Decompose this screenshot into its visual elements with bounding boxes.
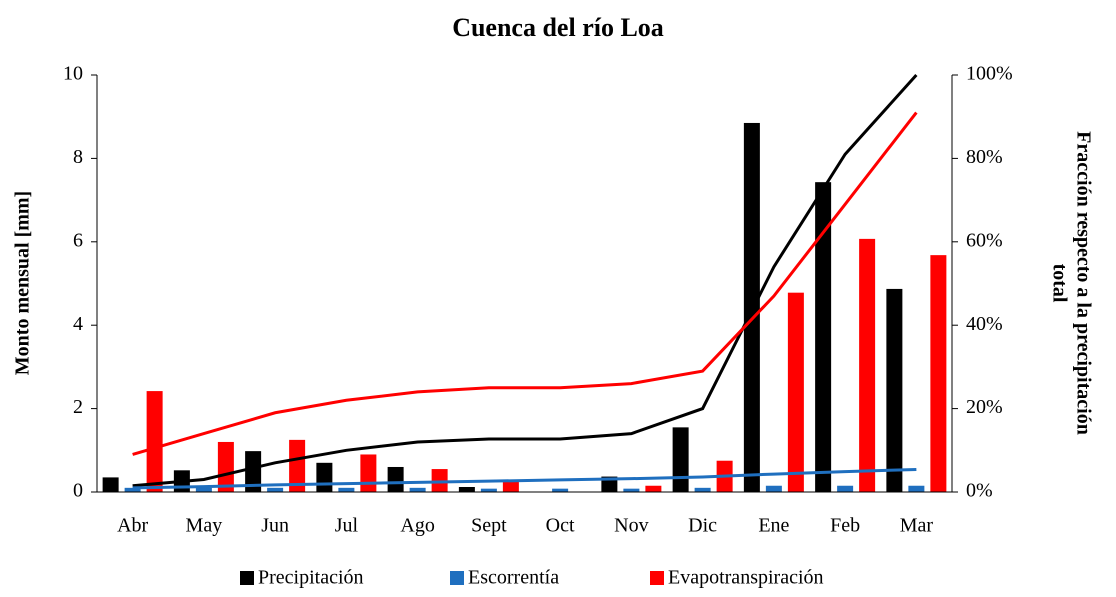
bar (502, 481, 519, 492)
bar (409, 487, 426, 492)
legend-swatch (240, 571, 254, 585)
bar (360, 454, 377, 492)
bar (338, 487, 355, 492)
legend-label: Escorrentía (468, 567, 559, 589)
bar (787, 292, 804, 492)
bar (645, 485, 662, 492)
bar (480, 488, 497, 492)
y2-tick-label: 20% (966, 396, 1003, 418)
x-tick-label: May (186, 515, 223, 537)
bar (930, 255, 947, 492)
y-tick-label: 4 (73, 313, 83, 335)
legend-swatch (650, 571, 664, 585)
bar (289, 439, 306, 492)
bar (552, 488, 569, 492)
chart-title: Cuenca del río Loa (452, 13, 664, 42)
x-tick-label: Feb (830, 515, 860, 537)
legend-label: Evapotranspiración (668, 567, 824, 589)
y2-axis-title: total (1048, 264, 1070, 303)
bar (859, 238, 876, 492)
bar (124, 487, 141, 492)
y-tick-label: 2 (73, 396, 83, 418)
y-axis-title: Monto mensual [mm] (12, 191, 34, 375)
y2-tick-label: 40% (966, 313, 1003, 335)
bar (837, 485, 854, 492)
y2-axis-title: Fracción respecto a la precipitación (1072, 131, 1094, 435)
bar (908, 485, 925, 492)
bar (458, 486, 475, 492)
x-tick-label: Oct (546, 515, 575, 537)
bar (765, 485, 782, 492)
bar (694, 487, 711, 492)
bar (623, 488, 640, 492)
bar (886, 288, 903, 492)
legend-label: Precipitación (258, 567, 364, 589)
y-tick-label: 0 (73, 480, 83, 502)
x-tick-label: Ago (400, 515, 434, 537)
bar (245, 451, 262, 492)
bar (102, 477, 119, 492)
x-tick-label: Jul (335, 515, 359, 537)
legend-swatch (450, 571, 464, 585)
bar (267, 487, 284, 492)
line (132, 111, 918, 456)
y-tick-label: 10 (63, 63, 83, 85)
bar (672, 427, 689, 492)
bar (146, 391, 163, 492)
x-tick-label: Jun (261, 515, 289, 537)
bar (217, 441, 234, 492)
x-tick-label: Ene (758, 515, 789, 537)
x-tick-label: Sept (471, 515, 507, 537)
x-tick-label: Dic (688, 515, 717, 537)
bar (387, 466, 404, 492)
y2-tick-label: 0% (966, 480, 993, 502)
x-tick-label: Abr (117, 515, 148, 537)
y2-tick-label: 100% (966, 63, 1013, 85)
y-tick-label: 8 (73, 146, 83, 168)
line (132, 467, 917, 490)
y-tick-label: 6 (73, 229, 83, 251)
line (132, 73, 918, 488)
bar (316, 462, 333, 492)
x-tick-label: Nov (614, 515, 648, 537)
y2-tick-label: 80% (966, 146, 1003, 168)
y2-tick-label: 60% (966, 229, 1003, 251)
bar (815, 182, 832, 492)
bar (195, 487, 212, 492)
x-tick-label: Mar (900, 515, 934, 537)
